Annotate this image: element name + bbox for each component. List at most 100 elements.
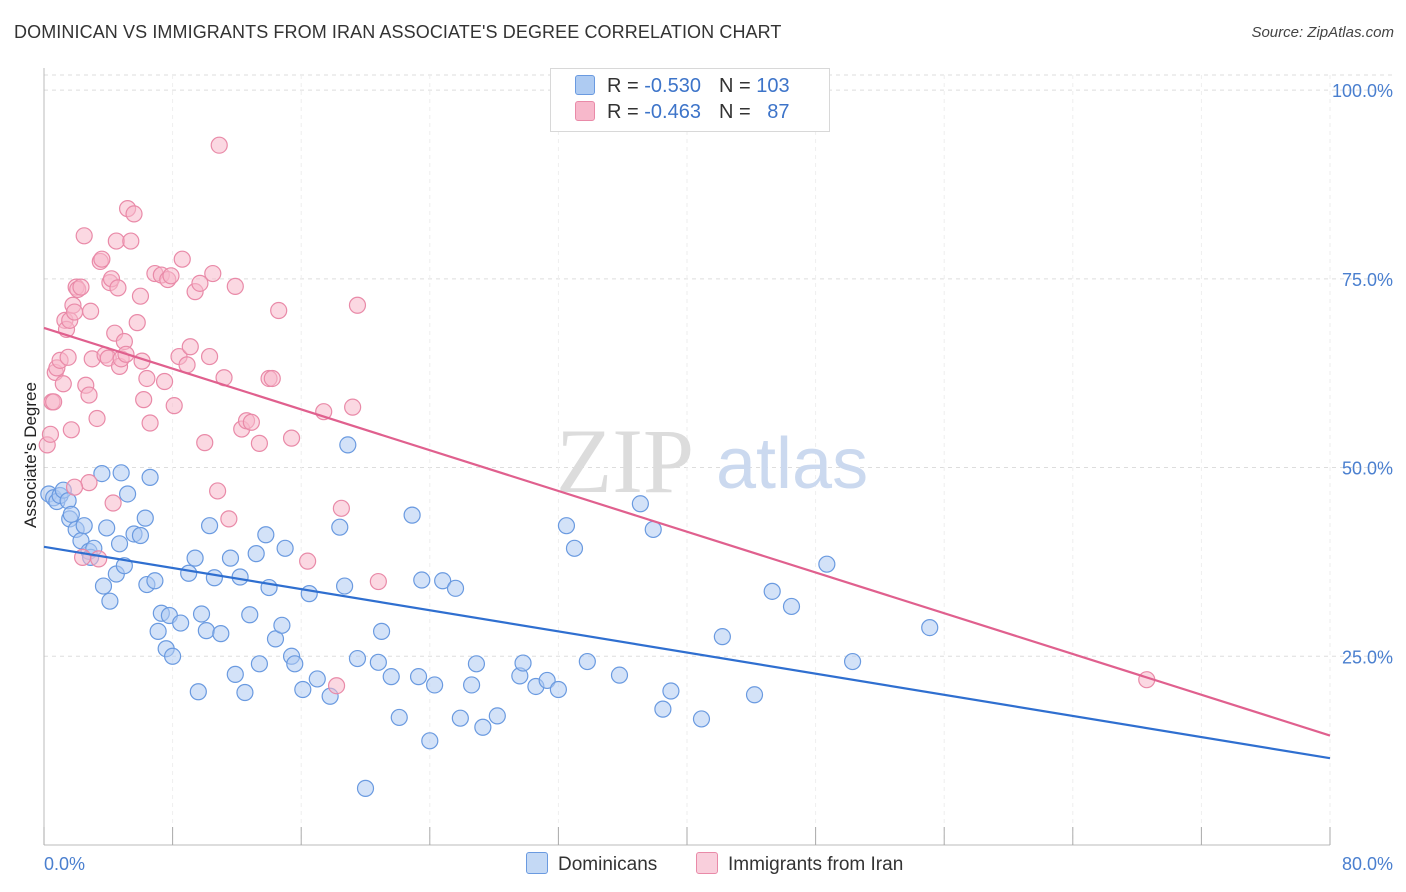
dominican-point (276, 539, 294, 557)
legend-swatch-blue (575, 75, 595, 95)
dominican-point (413, 571, 431, 589)
iran-point (135, 391, 153, 409)
grid-lines (43, 74, 1392, 845)
dominican-point (236, 683, 254, 702)
dominican-point (212, 625, 230, 643)
dominican-point (421, 732, 439, 750)
dominican-point (257, 526, 275, 544)
iran-point (162, 267, 180, 285)
dominican-point (98, 519, 116, 537)
dominican-point (446, 579, 465, 597)
dominican-point (336, 577, 354, 595)
dominican-point (186, 549, 204, 567)
dominican-point (164, 647, 182, 665)
dominican-point (356, 779, 375, 797)
x-tick-label: 0.0% (44, 854, 85, 874)
iran-point (204, 264, 222, 283)
iran-point (263, 369, 281, 388)
dominican-point (369, 653, 387, 671)
iran-point (131, 287, 150, 305)
dominican-point (843, 652, 862, 671)
iran-point (93, 250, 111, 268)
dominican-point (451, 709, 469, 727)
source-credit: Source: ZipAtlas.com (1251, 24, 1394, 41)
legend-r-value: -0.463 (644, 101, 701, 123)
iran-point (327, 677, 346, 695)
dominican-point (294, 680, 312, 699)
dominican-point (241, 606, 259, 624)
iran-point (210, 136, 228, 154)
dominican-point (110, 535, 129, 553)
dominican-point (578, 652, 596, 671)
dominican-point (75, 517, 93, 535)
axes (43, 68, 1331, 846)
iran-point (125, 205, 143, 223)
legend-r-value: -0.530 (644, 75, 701, 97)
dominican-point (192, 605, 211, 623)
iran-point (72, 278, 90, 296)
iran-point (250, 434, 269, 452)
bottom-legend-label: Dominicans (558, 854, 658, 875)
iran-point (41, 425, 60, 443)
legend-n-label: N = (718, 101, 757, 123)
iran-point (242, 413, 260, 431)
dominican-point (763, 582, 781, 600)
iran-point (299, 552, 317, 570)
iran-point (270, 301, 288, 320)
dominican-point (921, 618, 939, 637)
watermark-zip: ZIP (556, 410, 694, 512)
dominican-point (118, 485, 137, 503)
dominican-point (390, 708, 408, 727)
iran-point (122, 232, 140, 250)
iran-point (90, 550, 108, 568)
legend-r-label: R = (607, 75, 645, 97)
dominican-point (549, 680, 568, 699)
dominican-point (247, 545, 265, 563)
iran-point (369, 572, 387, 591)
dominican-point (403, 506, 421, 524)
dominican-point (273, 616, 291, 634)
dominican-trend-line (43, 545, 1331, 760)
iran-point (181, 338, 199, 356)
iran-point (59, 348, 77, 366)
dominican-point (339, 436, 357, 454)
watermark-atlas: atlas (716, 424, 868, 504)
bottom-legend-swatch-pink (696, 852, 718, 874)
iran-point (209, 482, 227, 500)
dominican-point (250, 655, 269, 673)
iran-point (226, 277, 244, 295)
bottom-legend-swatch-blue (526, 852, 548, 874)
iran-point (128, 314, 146, 332)
y-tick-label: 25.0% (1342, 647, 1393, 667)
dominican-point (205, 569, 223, 587)
dominican-point (348, 649, 367, 668)
iran-point (65, 303, 84, 321)
dominican-point (146, 572, 164, 590)
iran-point (80, 474, 98, 492)
legend-n-label: N = (718, 75, 757, 97)
iran-point (344, 398, 362, 416)
tick-labels: 25.0% 50.0% 75.0% 100.0% 0.0% 80.0% (44, 81, 1393, 874)
dominican-point (172, 614, 190, 632)
dominican-point (231, 568, 249, 586)
iran-point (165, 397, 183, 415)
bottom-legend-label: Immigrants from Iran (728, 854, 904, 875)
iran-point (45, 393, 63, 411)
iran-point (82, 302, 100, 320)
dominican-point (62, 505, 80, 523)
iran-point (75, 227, 93, 245)
legend-n-value: 103 (756, 75, 790, 97)
legend-n-value: 87 (767, 101, 790, 123)
dominican-point (692, 710, 711, 728)
dominican-point (434, 572, 452, 590)
iran-point (191, 274, 209, 292)
iran-point (54, 375, 72, 393)
iran-trend-line (43, 326, 1331, 737)
dominican-point (149, 622, 167, 640)
iran-point (348, 296, 367, 314)
dominican-point (197, 622, 215, 640)
dominican-point (462, 676, 481, 694)
dominican-point (557, 517, 576, 535)
iran-point (200, 347, 219, 366)
